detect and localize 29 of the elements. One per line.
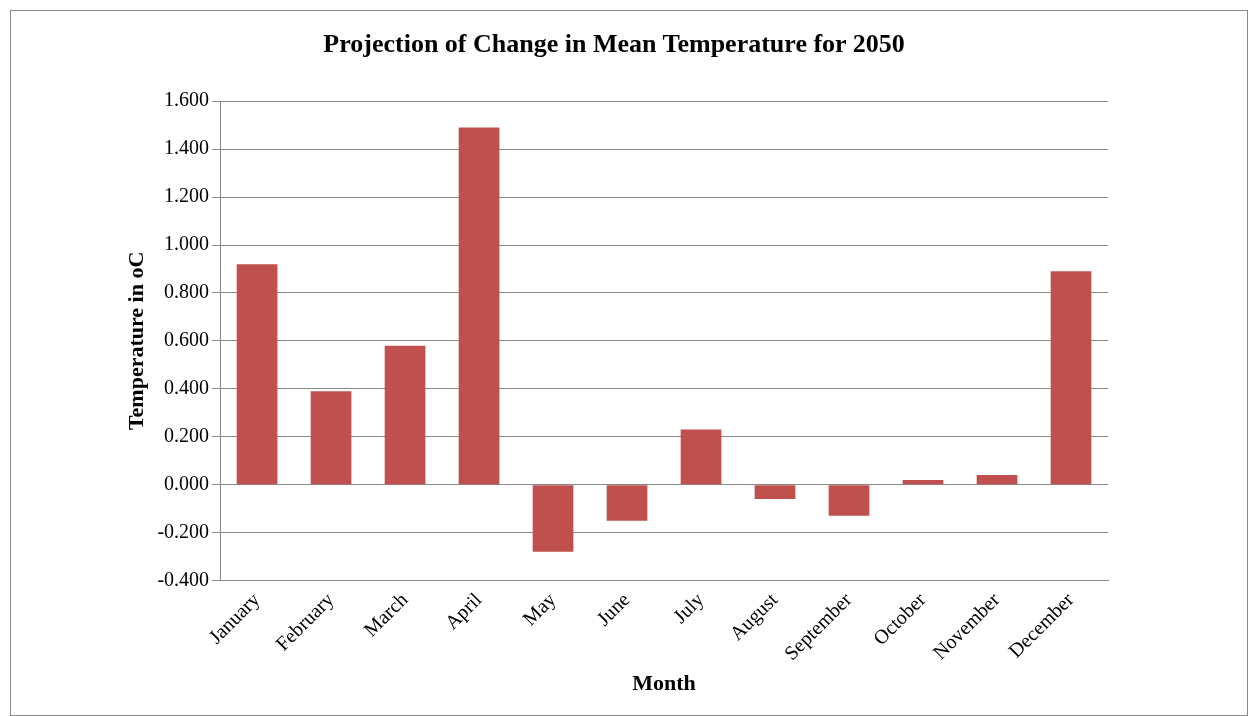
y-tick-label: 0.200 [164,424,210,446]
chart-title: Projection of Change in Mean Temperature for 2050 [323,29,905,59]
bar [458,127,500,485]
x-tick-label: June [592,587,634,630]
y-tick-label: 0.000 [164,471,210,494]
bar [384,345,426,485]
bar [236,264,278,485]
bar [310,391,352,485]
bar [680,429,722,485]
y-tick-label: 1.000 [164,232,210,255]
x-tick-label: May [518,588,561,631]
y-tick-label: -0.400 [157,567,210,590]
bar [606,485,648,521]
bar [1050,271,1092,485]
bar [828,485,870,516]
y-tick-label: -0.200 [157,519,210,542]
x-axis-title: Month [631,670,697,696]
y-tick-label: 0.600 [164,328,210,351]
x-tick-label: July [668,588,709,628]
bar [532,485,574,552]
y-tick-label: 1.600 [164,88,210,111]
y-axis-title: Temperature in oC [122,251,148,431]
y-tick-label: 0.800 [164,280,210,303]
y-tick-label: 0.400 [164,376,210,399]
bar [754,485,796,500]
bar [976,475,1018,485]
y-tick-label: 1.200 [164,184,210,207]
bar [902,479,944,485]
y-tick-label: 1.400 [164,136,210,159]
